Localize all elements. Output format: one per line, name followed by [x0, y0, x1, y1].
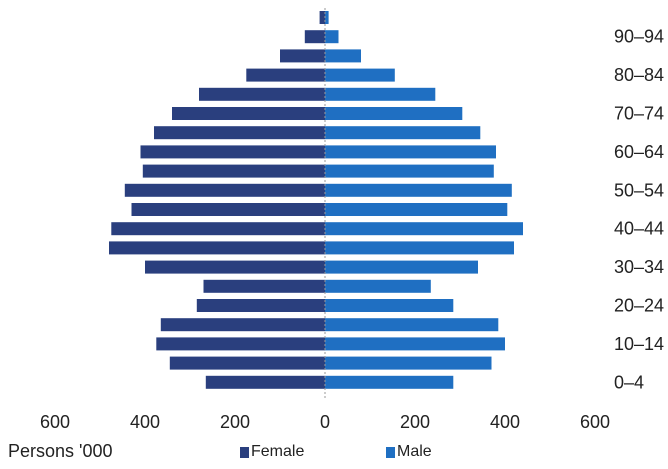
legend-label-female: Female — [251, 443, 305, 460]
x-axis-unit-label: Persons '000 — [8, 441, 113, 461]
x-tick-label: 200 — [400, 412, 430, 432]
male-bars — [325, 11, 523, 389]
legend-swatch-male — [386, 446, 395, 458]
age-label: 80–84 — [614, 65, 664, 85]
bar-male-60-64 — [325, 145, 496, 159]
age-label: 90–94 — [614, 27, 664, 47]
bar-female-30-34 — [145, 260, 325, 274]
bar-male-35-39 — [325, 241, 514, 255]
legend-item-male: Male — [386, 443, 432, 461]
bar-female-70-74 — [172, 107, 325, 120]
bar-female-55-59 — [142, 164, 326, 178]
bar-male-85-89 — [325, 49, 361, 63]
age-group-labels: 0–4 10–14 20–24 30–34 40–44 50–54 60–64 70–74 80… — [614, 27, 664, 393]
bar-female-80-84 — [246, 68, 326, 82]
bar-male-20-24 — [325, 299, 454, 312]
age-label: 10–14 — [614, 334, 664, 354]
bar-male-80-84 — [325, 68, 395, 82]
bar-female-20-24 — [196, 299, 326, 312]
bar-male-25-29 — [325, 279, 431, 293]
bar-female-60-64 — [140, 145, 325, 159]
x-tick-label: 200 — [220, 412, 250, 432]
bar-male-50-54 — [325, 183, 512, 197]
x-tick-label: 400 — [130, 412, 160, 432]
bar-female-40-44 — [111, 222, 326, 236]
bar-male-95+ — [325, 11, 329, 24]
bar-male-40-44 — [325, 222, 523, 236]
age-label: 70–74 — [614, 104, 664, 124]
bar-male-70-74 — [325, 107, 463, 120]
bar-female-75-79 — [199, 87, 325, 101]
bar-female-65-69 — [154, 126, 325, 140]
bar-female-5-9 — [169, 356, 326, 370]
bar-female-45-49 — [131, 203, 325, 216]
bar-male-5-9 — [325, 356, 492, 370]
bar-male-65-69 — [325, 126, 481, 140]
bar-female-0-4 — [205, 375, 326, 389]
legend-item-female: Female — [240, 443, 304, 461]
x-tick-label: 0 — [320, 412, 330, 432]
bar-female-10-14 — [156, 337, 326, 351]
age-label: 0–4 — [614, 372, 644, 392]
bar-male-90-94 — [325, 30, 339, 44]
age-label: 40–44 — [614, 219, 664, 239]
bar-female-15-19 — [160, 318, 326, 332]
female-bars — [109, 11, 326, 389]
bar-female-95+ — [319, 11, 325, 24]
legend-swatch-female — [240, 446, 249, 458]
bar-male-30-34 — [325, 260, 478, 274]
x-axis-tick-labels: 600 400 200 0 200 400 600 — [40, 412, 610, 432]
bar-male-15-19 — [325, 318, 499, 332]
x-tick-label: 600 — [40, 412, 70, 432]
bar-male-55-59 — [325, 164, 494, 178]
bar-female-25-29 — [203, 279, 325, 293]
legend-label-male: Male — [397, 443, 432, 460]
bar-male-10-14 — [325, 337, 505, 351]
age-label: 50–54 — [614, 180, 664, 200]
bar-male-0-4 — [325, 375, 454, 389]
bar-male-45-49 — [325, 203, 508, 216]
bar-female-50-54 — [124, 183, 326, 197]
age-label: 60–64 — [614, 142, 664, 162]
age-label: 20–24 — [614, 296, 664, 316]
bar-female-90-94 — [304, 30, 326, 44]
x-tick-label: 400 — [490, 412, 520, 432]
bar-female-35-39 — [109, 241, 325, 255]
bar-female-85-89 — [280, 49, 325, 63]
bar-male-75-79 — [325, 87, 436, 101]
age-label: 30–34 — [614, 257, 664, 277]
x-tick-label: 600 — [580, 412, 610, 432]
